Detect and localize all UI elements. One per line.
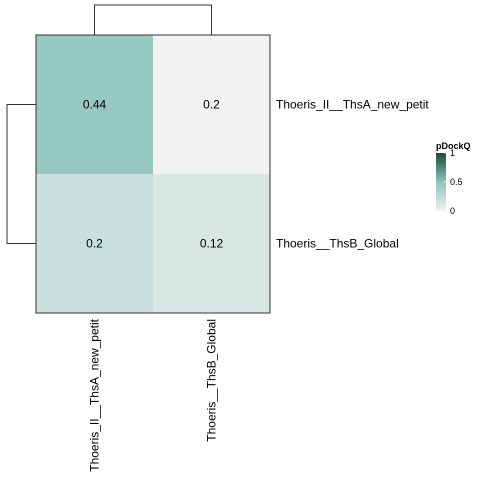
column-dendrogram [94, 4, 212, 35]
legend-title: pDockQ [436, 141, 471, 151]
heatmap-cell-r0-c1 [153, 35, 270, 174]
heatmap-border [35, 34, 271, 314]
row-label: Thoeris__ThsB_Global [276, 237, 399, 251]
row-dendrogram-branch [6, 104, 36, 244]
cell-value-label: 0.12 [200, 237, 224, 251]
legend-tick-label: 0.5 [450, 177, 463, 187]
cell-value-label: 0.2 [203, 98, 220, 112]
column-labels: Thoeris_II__ThsA_new_petit Thoeris__ThsB_… [88, 318, 219, 471]
heatmap-cell-labels: 0.44 0.2 0.2 0.12 [83, 98, 224, 251]
cell-value-label: 0.2 [86, 237, 103, 251]
column-label: Thoeris__ThsB_Global [205, 319, 219, 442]
legend-tick-label: 1 [450, 148, 455, 158]
heatmap-cells [36, 35, 270, 313]
heatmap-cell-r1-c0 [36, 174, 153, 313]
legend-color-bar [436, 153, 446, 211]
row-labels: Thoeris_II__ThsA_new_petit Thoeris__ThsB_… [276, 98, 429, 251]
heatmap-cell-r0-c0 [36, 35, 153, 174]
heatmap-cell-r1-c1 [153, 174, 270, 313]
legend-ticks: 00.51 [444, 148, 463, 216]
row-dendrogram [6, 104, 36, 244]
legend-tick-label: 0 [450, 206, 455, 216]
column-dendrogram-branch [94, 4, 212, 35]
row-label: Thoeris_II__ThsA_new_petit [276, 98, 429, 112]
column-label: Thoeris_II__ThsA_new_petit [88, 318, 102, 471]
color-legend: pDockQ 00.51 [436, 141, 471, 216]
cell-value-label: 0.44 [83, 98, 107, 112]
